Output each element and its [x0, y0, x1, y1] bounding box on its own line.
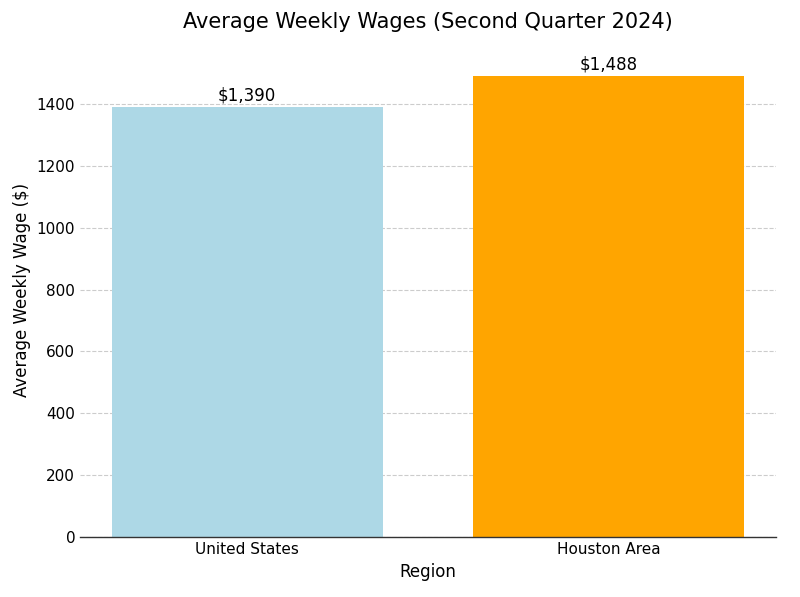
- X-axis label: Region: Region: [399, 563, 457, 581]
- Text: $1,488: $1,488: [580, 56, 638, 74]
- Text: $1,390: $1,390: [218, 87, 276, 104]
- Y-axis label: Average Weekly Wage ($): Average Weekly Wage ($): [13, 183, 31, 396]
- Bar: [473, 76, 744, 537]
- Title: Average Weekly Wages (Second Quarter 2024): Average Weekly Wages (Second Quarter 202…: [183, 12, 673, 32]
- Bar: [112, 107, 383, 537]
